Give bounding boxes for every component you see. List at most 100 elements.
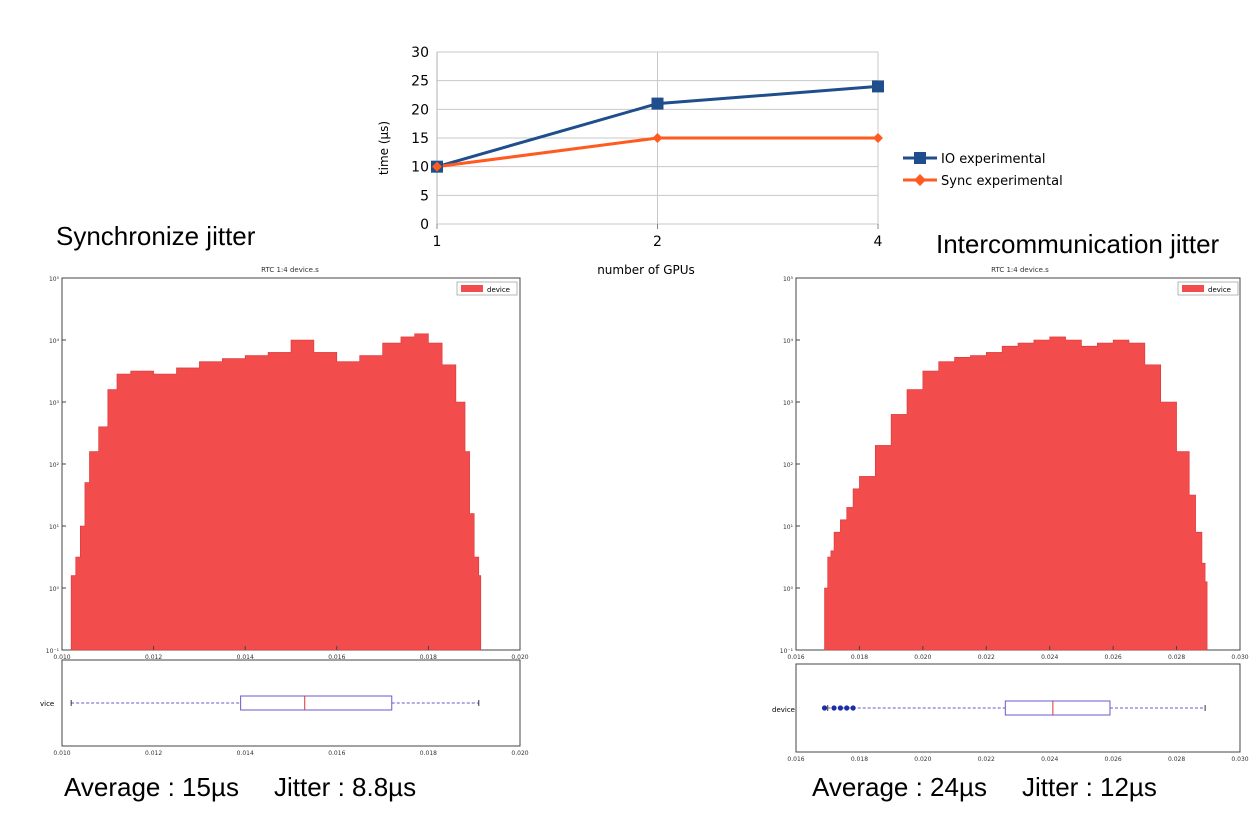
right-boxplot-label: device (772, 706, 795, 714)
x-tick-label: 2 (653, 234, 662, 250)
box-outlier (837, 705, 843, 711)
box-iqr (240, 695, 393, 711)
left-boxplot-frame (61, 659, 521, 747)
box-outlier (831, 705, 837, 711)
left-histogram-title: RTC 1:4 device.s (261, 266, 319, 274)
box-x-tick-label: 0.028 (1168, 756, 1185, 763)
right-histogram-legend: device (1177, 281, 1239, 296)
y-tick-label: 10⁵ (783, 276, 794, 283)
right-histogram-x-ticks: 0.016 0.018 0.020 0.022 0.024 0.026 0.028 0.030 (787, 646, 1249, 661)
x-tick-label: 0.022 (978, 654, 995, 661)
left-histogram-panel: RTC 1:4 device.s 10⁻¹10⁰10¹10²10³10⁴10⁵ … (40, 266, 529, 757)
box-x-tick-label: 0.010 (53, 750, 70, 757)
right-boxplot (821, 700, 1206, 716)
y-tick-label: 10³ (783, 400, 794, 407)
legend-sync-marker (914, 174, 926, 186)
line-chart-x-axis-label: number of GPUs (597, 263, 695, 277)
left-legend-label: device (487, 286, 510, 294)
x-tick-label: 0.026 (1105, 654, 1122, 661)
left-average-text: Average : 15µs (64, 772, 239, 802)
box-x-tick-label: 0.018 (420, 750, 437, 757)
right-average-text: Average : 24µs (812, 772, 987, 802)
y-tick-label: 10² (49, 462, 60, 469)
left-boxplot-x-ticks: 0.010 0.012 0.014 0.016 0.018 0.020 (53, 750, 528, 757)
x-tick-label: 0.020 (914, 654, 931, 661)
y-tick-label: 10⁴ (49, 338, 60, 345)
x-tick-label: 0.010 (53, 654, 70, 661)
x-tick-label: 0.016 (787, 654, 804, 661)
y-tick-label: 10⁻¹ (46, 648, 60, 655)
box-outlier (850, 705, 856, 711)
io-point (651, 97, 664, 110)
right-histogram-y-ticks: 10⁻¹ 10⁰ 10¹ 10² 10³ 10⁴ 10⁵ (780, 276, 800, 655)
box-iqr (1004, 700, 1111, 716)
box-x-tick-label: 0.024 (1041, 756, 1058, 763)
right-boxplot-frame (795, 663, 1241, 753)
line-chart-y-ticks: 0 5 10 15 20 25 30 (411, 45, 429, 233)
legend-io-marker (914, 152, 926, 164)
y-tick-label: 10⁰ (783, 586, 794, 593)
y-tick-label: 10⁰ (49, 586, 60, 593)
y-tick-label: 15 (411, 131, 429, 147)
line-chart-x-ticks: 1 2 4 (433, 224, 883, 250)
x-tick-label: 0.020 (511, 654, 528, 661)
x-tick-label: 0.018 (851, 654, 868, 661)
legend-sync-label: Sync experimental (941, 174, 1063, 189)
left-boxplot (70, 695, 480, 711)
x-tick-label: 0.024 (1041, 654, 1058, 661)
right-histogram-panel: RTC 1:4 device.s 10⁻¹10⁰10¹10²10³10⁴10⁵ … (772, 266, 1249, 763)
left-histogram-y-ticks: 10⁻¹ 10⁰ 10¹ 10² 10³ 10⁴ 10⁵ (46, 276, 66, 655)
sync-point (652, 133, 663, 143)
left-histogram-area (70, 333, 482, 651)
x-tick-label: 0.012 (145, 654, 162, 661)
x-tick-label: 4 (874, 234, 883, 250)
y-tick-label: 20 (411, 102, 429, 118)
right-boxplot-x-ticks: 0.016 0.018 0.020 0.022 0.024 0.026 0.028 0.030 (787, 756, 1248, 763)
x-tick-label: 0.028 (1168, 654, 1185, 661)
box-x-tick-label: 0.030 (1231, 756, 1248, 763)
y-tick-label: 5 (420, 188, 429, 204)
box-x-tick-label: 0.018 (851, 756, 868, 763)
y-tick-label: 10¹ (49, 524, 60, 531)
right-jitter-text: Jitter : 12µs (1022, 772, 1157, 802)
box-x-tick-label: 0.020 (511, 750, 528, 757)
box-x-tick-label: 0.016 (787, 756, 804, 763)
box-outlier (821, 705, 828, 711)
y-tick-label: 25 (411, 74, 429, 90)
left-panel-heading: Synchronize jitter (56, 221, 256, 251)
x-tick-label: 0.018 (420, 654, 437, 661)
sync-point (432, 161, 442, 172)
box-x-tick-label: 0.022 (978, 756, 995, 763)
box-outlier (844, 705, 850, 711)
gpu-line-chart: 0 5 10 15 20 25 30 1 2 4 time (µs) number of GPU… (377, 45, 1063, 277)
sync-point (873, 133, 883, 143)
y-tick-label: 10³ (49, 400, 60, 407)
box-x-tick-label: 0.020 (914, 756, 931, 763)
io-point (872, 80, 884, 93)
line-chart-legend: IO experimental Sync experimental (903, 152, 1063, 189)
x-tick-label: 0.014 (237, 654, 254, 661)
left-boxplot-label: vice (40, 700, 54, 708)
y-tick-label: 10 (411, 160, 429, 176)
right-histogram-area (824, 336, 1208, 651)
left-histogram-x-ticks: 0.010 0.012 0.014 0.016 0.018 0.020 (53, 646, 529, 661)
right-legend-label: device (1208, 286, 1231, 294)
y-tick-label: 0 (420, 217, 429, 233)
y-tick-label: 10² (783, 462, 794, 469)
box-x-tick-label: 0.014 (237, 750, 254, 757)
y-tick-label: 10⁵ (49, 276, 60, 283)
y-tick-label: 10⁴ (783, 338, 794, 345)
box-x-tick-label: 0.016 (328, 750, 345, 757)
box-x-tick-label: 0.012 (145, 750, 162, 757)
line-chart-y-axis-label: time (µs) (377, 121, 391, 175)
y-tick-label: 10⁻¹ (780, 648, 794, 655)
x-tick-label: 0.030 (1231, 654, 1248, 661)
right-histogram-title: RTC 1:4 device.s (991, 266, 1049, 274)
left-jitter-text: Jitter : 8.8µs (274, 772, 417, 802)
right-panel-heading: Intercommunication jitter (936, 229, 1220, 259)
legend-io-label: IO experimental (941, 152, 1045, 167)
y-tick-label: 10¹ (783, 524, 794, 531)
y-tick-label: 30 (411, 45, 429, 61)
box-x-tick-label: 0.026 (1105, 756, 1122, 763)
x-tick-label: 0.016 (328, 654, 345, 661)
